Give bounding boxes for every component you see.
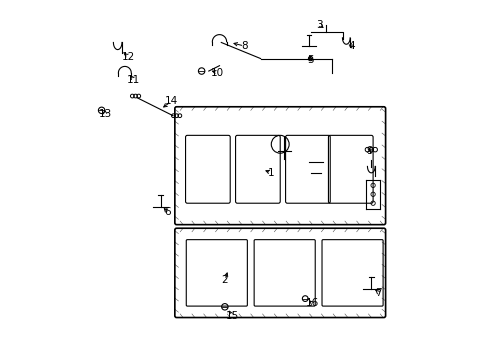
Text: 13: 13: [99, 109, 112, 119]
Text: 12: 12: [122, 52, 135, 62]
Text: 4: 4: [347, 41, 354, 51]
Text: 14: 14: [164, 96, 178, 107]
Text: 1: 1: [267, 168, 274, 178]
Text: 11: 11: [127, 75, 140, 85]
Text: 9: 9: [366, 147, 372, 157]
Text: 15: 15: [225, 311, 238, 321]
Text: 10: 10: [211, 68, 224, 78]
Text: 6: 6: [164, 207, 171, 217]
Text: 8: 8: [241, 41, 247, 51]
Text: 2: 2: [221, 275, 228, 285]
Text: 16: 16: [305, 298, 318, 308]
Text: 5: 5: [306, 55, 313, 65]
Text: 7: 7: [374, 288, 381, 297]
Text: 3: 3: [316, 19, 322, 30]
